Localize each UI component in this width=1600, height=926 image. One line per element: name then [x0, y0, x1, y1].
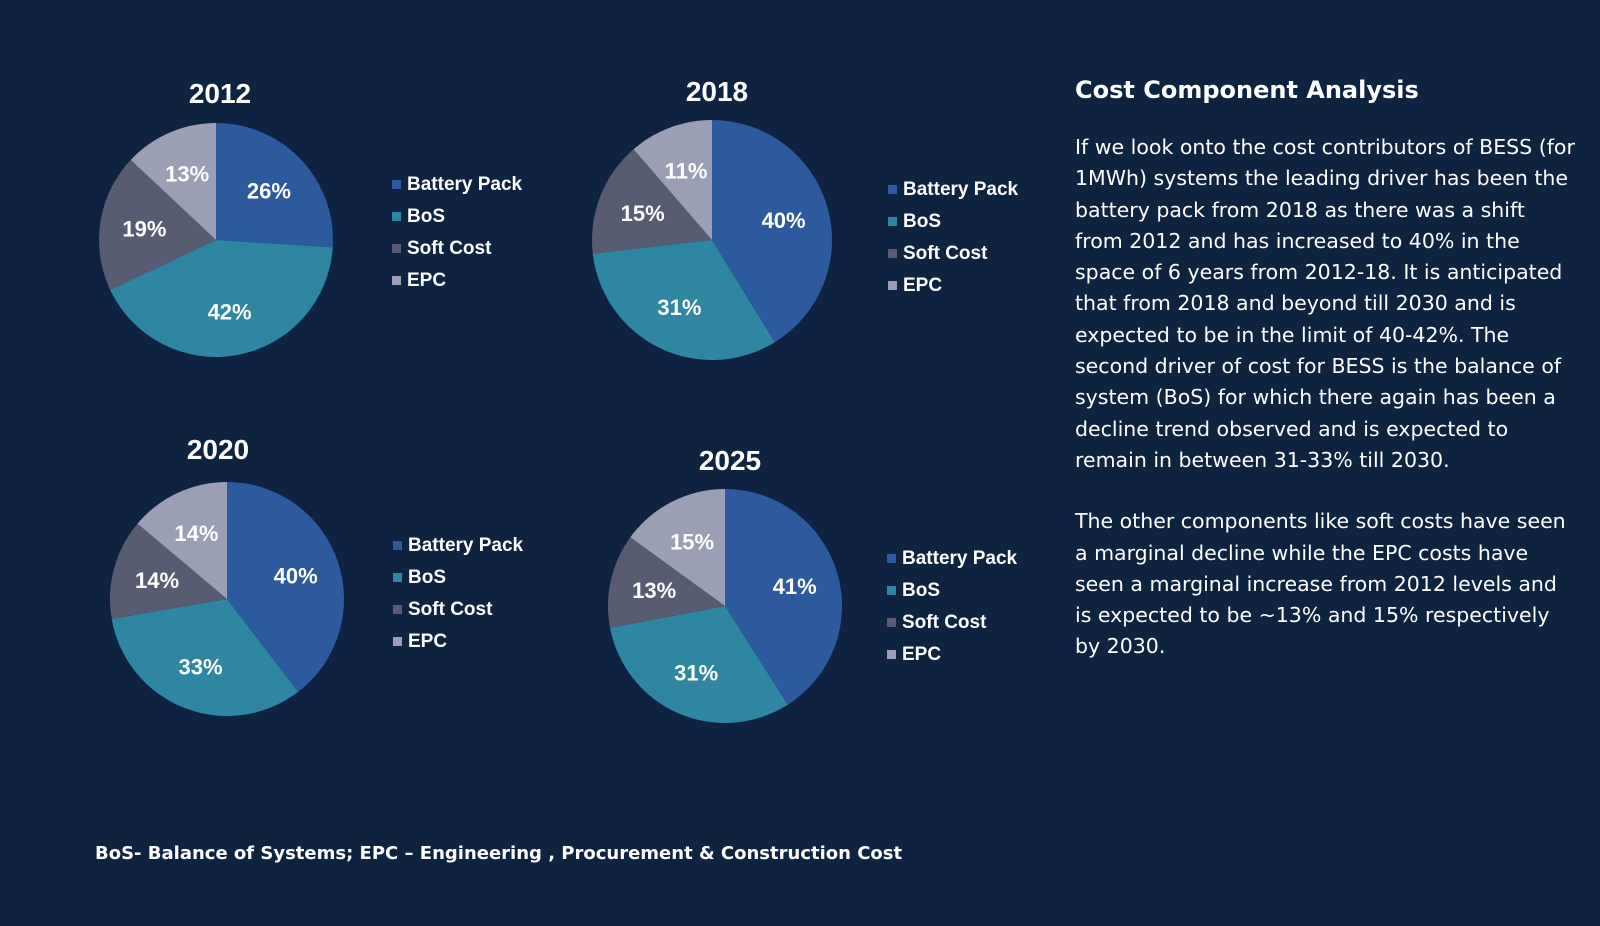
legend-swatch-battery-pack: [393, 541, 402, 550]
slice-label-bos: 31%: [674, 661, 718, 686]
slice-label-battery-pack: 40%: [274, 564, 318, 589]
legend-swatch-epc: [393, 637, 402, 646]
pie-slice-battery-pack: [725, 488, 843, 705]
pie-chart-2012: 2012 26% 42% 19% 13% Battery Pack BoS Soft Cost…: [99, 78, 523, 357]
legend-swatch-soft-cost: [393, 605, 402, 614]
pie-legend: Battery Pack BoS Soft Cost EPC: [887, 548, 1018, 665]
legend-label-epc: EPC: [903, 275, 942, 296]
pie-legend: Battery Pack BoS Soft Cost EPC: [392, 174, 523, 291]
legend-swatch-epc: [887, 650, 896, 659]
pie-chart-2018: 2018 40% 31% 15%11% Battery Pack BoS Soft Cost…: [591, 76, 1019, 361]
pie-title: 2018: [686, 76, 748, 107]
legend-label-epc: EPC: [407, 270, 446, 291]
slice-label-bos: 33%: [178, 655, 222, 680]
slice-label-soft-cost: 19%: [122, 217, 166, 242]
slice-label-battery-pack: 26%: [247, 178, 291, 203]
footnote: BoS- Balance of Systems; EPC – Engineeri…: [95, 843, 903, 864]
pie-slice-bos: [592, 240, 775, 361]
legend-label-battery-pack: Battery Pack: [903, 179, 1019, 200]
slice-label-battery-pack: 40%: [762, 208, 806, 233]
slice-label-soft-cost: 15%: [621, 201, 665, 226]
pie-title: 2025: [699, 445, 761, 476]
analysis-title: Cost Component Analysis: [1075, 76, 1419, 104]
legend-swatch-battery-pack: [888, 185, 897, 194]
legend-swatch-bos: [887, 586, 896, 595]
legend-swatch-epc: [888, 281, 897, 290]
legend-label-bos: BoS: [903, 211, 941, 232]
analysis-paragraph-2: The other components like soft costs hav…: [1075, 509, 1566, 659]
pie-title: 2012: [189, 78, 251, 109]
slice-label-epc: 11%: [665, 158, 708, 183]
analysis-paragraph-1: If we look onto the cost contributors of…: [1075, 135, 1575, 472]
pie-slice-soft-cost: [607, 537, 725, 628]
legend-swatch-battery-pack: [392, 180, 401, 189]
pie-legend: Battery Pack BoS Soft Cost EPC: [393, 535, 524, 652]
pie-slice-epc: [630, 489, 725, 606]
legend-swatch-epc: [392, 276, 401, 285]
pie-slice-soft-cost: [110, 523, 227, 619]
pie-slice-epc: [130, 123, 216, 240]
slice-label-bos: 42%: [208, 299, 252, 324]
legend-label-soft-cost: Soft Cost: [407, 238, 492, 259]
legend-swatch-soft-cost: [392, 244, 401, 253]
legend-swatch-soft-cost: [888, 249, 897, 258]
legend-label-epc: EPC: [408, 631, 447, 652]
pie-slice-bos: [610, 606, 788, 724]
pie-slice-epc: [137, 482, 227, 599]
slice-label-battery-pack: 41%: [773, 574, 817, 599]
legend-swatch-soft-cost: [887, 618, 896, 627]
pie-slice-bos: [111, 599, 299, 716]
legend-label-soft-cost: Soft Cost: [903, 243, 988, 264]
slice-label-soft-cost: 13%: [632, 578, 676, 603]
legend-label-bos: BoS: [407, 206, 445, 227]
pie-legend: Battery Pack BoS Soft Cost EPC: [888, 179, 1019, 296]
legend-label-soft-cost: Soft Cost: [408, 599, 493, 620]
legend-label-bos: BoS: [902, 580, 940, 601]
legend-swatch-bos: [392, 212, 401, 221]
slice-label-soft-cost: 14%: [135, 568, 179, 593]
pie-slice-battery-pack: [712, 120, 833, 343]
legend-swatch-bos: [888, 217, 897, 226]
pie-slice-epc: [633, 119, 712, 240]
pie-chart-2025: 2025 41% 31% 13% 15% Battery Pack BoS Soft Cost…: [607, 445, 1018, 724]
legend-label-battery-pack: Battery Pack: [407, 174, 523, 195]
legend-swatch-battery-pack: [887, 554, 896, 563]
legend-label-bos: BoS: [408, 567, 446, 588]
pie-slice-soft-cost: [591, 149, 712, 254]
slice-label-epc: 13%: [165, 161, 209, 186]
slice-label-bos: 31%: [657, 295, 701, 320]
slice-label-epc: 14%: [174, 521, 218, 546]
slice-label-epc: 15%: [670, 529, 714, 554]
legend-label-soft-cost: Soft Cost: [902, 612, 987, 633]
legend-swatch-bos: [393, 573, 402, 582]
pie-charts-area: 2012 26% 42% 19% 13% Battery Pack BoS Soft Cost…: [99, 76, 1019, 724]
pie-slice-battery-pack: [216, 123, 334, 248]
pie-chart-2020: 2020 40% 33% 14% 14% Battery Pack BoS Soft Cost…: [110, 434, 524, 716]
pie-slice-battery-pack: [227, 482, 344, 692]
legend-label-battery-pack: Battery Pack: [408, 535, 524, 556]
cost-analysis-panel: Cost Component Analysis If we look onto …: [1075, 70, 1575, 693]
legend-label-battery-pack: Battery Pack: [902, 548, 1018, 569]
pie-title: 2020: [187, 434, 249, 465]
pie-slice-bos: [110, 240, 333, 357]
pie-slice-soft-cost: [99, 159, 216, 290]
legend-label-epc: EPC: [902, 644, 941, 665]
